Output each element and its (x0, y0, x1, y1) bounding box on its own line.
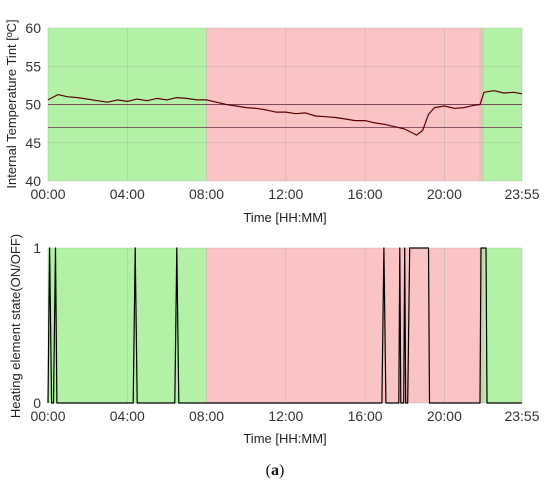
y-tick-label-4: 60 (25, 20, 41, 36)
caption-letter: a (271, 462, 279, 479)
x-tick-label-4: 16:00 (348, 186, 383, 202)
caption-open: ( (265, 462, 271, 479)
y-tick-label-1: 1 (33, 240, 41, 256)
x-axis-label: Time [HH:MM] (243, 210, 326, 225)
x-tick-label-6: 23:55 (504, 408, 539, 424)
y-axis-label: Heating element state(ON/OFF) (8, 234, 23, 418)
caption-close: ) (279, 462, 285, 479)
temperature-panel: 40 45 50 55 60 00:00 04:00 08:00 12:00 16:00 20:00… (4, 19, 540, 225)
x-tick-label-0: 00:00 (30, 186, 65, 202)
x-tick-label-4: 16:00 (348, 408, 383, 424)
x-tick-label-3: 12:00 (268, 186, 303, 202)
figure-caption: (a) (0, 462, 550, 480)
figure-canvas: 40 45 50 55 60 00:00 04:00 08:00 12:00 16:00 20:00… (4, 19, 540, 446)
background-band-2 (479, 248, 485, 403)
y-tick-label-1: 45 (25, 135, 41, 151)
series-line-0 (47, 90, 523, 136)
series-line-0 (47, 247, 522, 404)
y-tick-label-0: 0 (33, 395, 41, 411)
heating-state-panel: 0 1 00:00 04:00 08:00 12:00 16:00 20:00 23:55 Tim… (8, 234, 540, 446)
y-tick-label-2: 50 (25, 97, 41, 113)
y-tick-label-0: 40 (25, 173, 41, 189)
y-tick-label-3: 55 (25, 58, 41, 74)
x-axis-label: Time [HH:MM] (243, 431, 326, 446)
background-band-1 (206, 248, 480, 403)
x-tick-label-0: 00:00 (30, 408, 65, 424)
x-tick-label-6: 23:55 (504, 186, 539, 202)
x-tick-label-5: 20:00 (427, 408, 462, 424)
background-band-3 (484, 248, 522, 403)
x-tick-label-2: 08:00 (189, 186, 224, 202)
x-tick-label-3: 12:00 (268, 408, 303, 424)
x-tick-label-2: 08:00 (189, 408, 224, 424)
x-tick-label-1: 04:00 (110, 186, 145, 202)
y-axis-label: Internal Temperature Tint [ºC] (4, 19, 19, 188)
x-tick-label-5: 20:00 (427, 186, 462, 202)
x-tick-label-1: 04:00 (110, 408, 145, 424)
